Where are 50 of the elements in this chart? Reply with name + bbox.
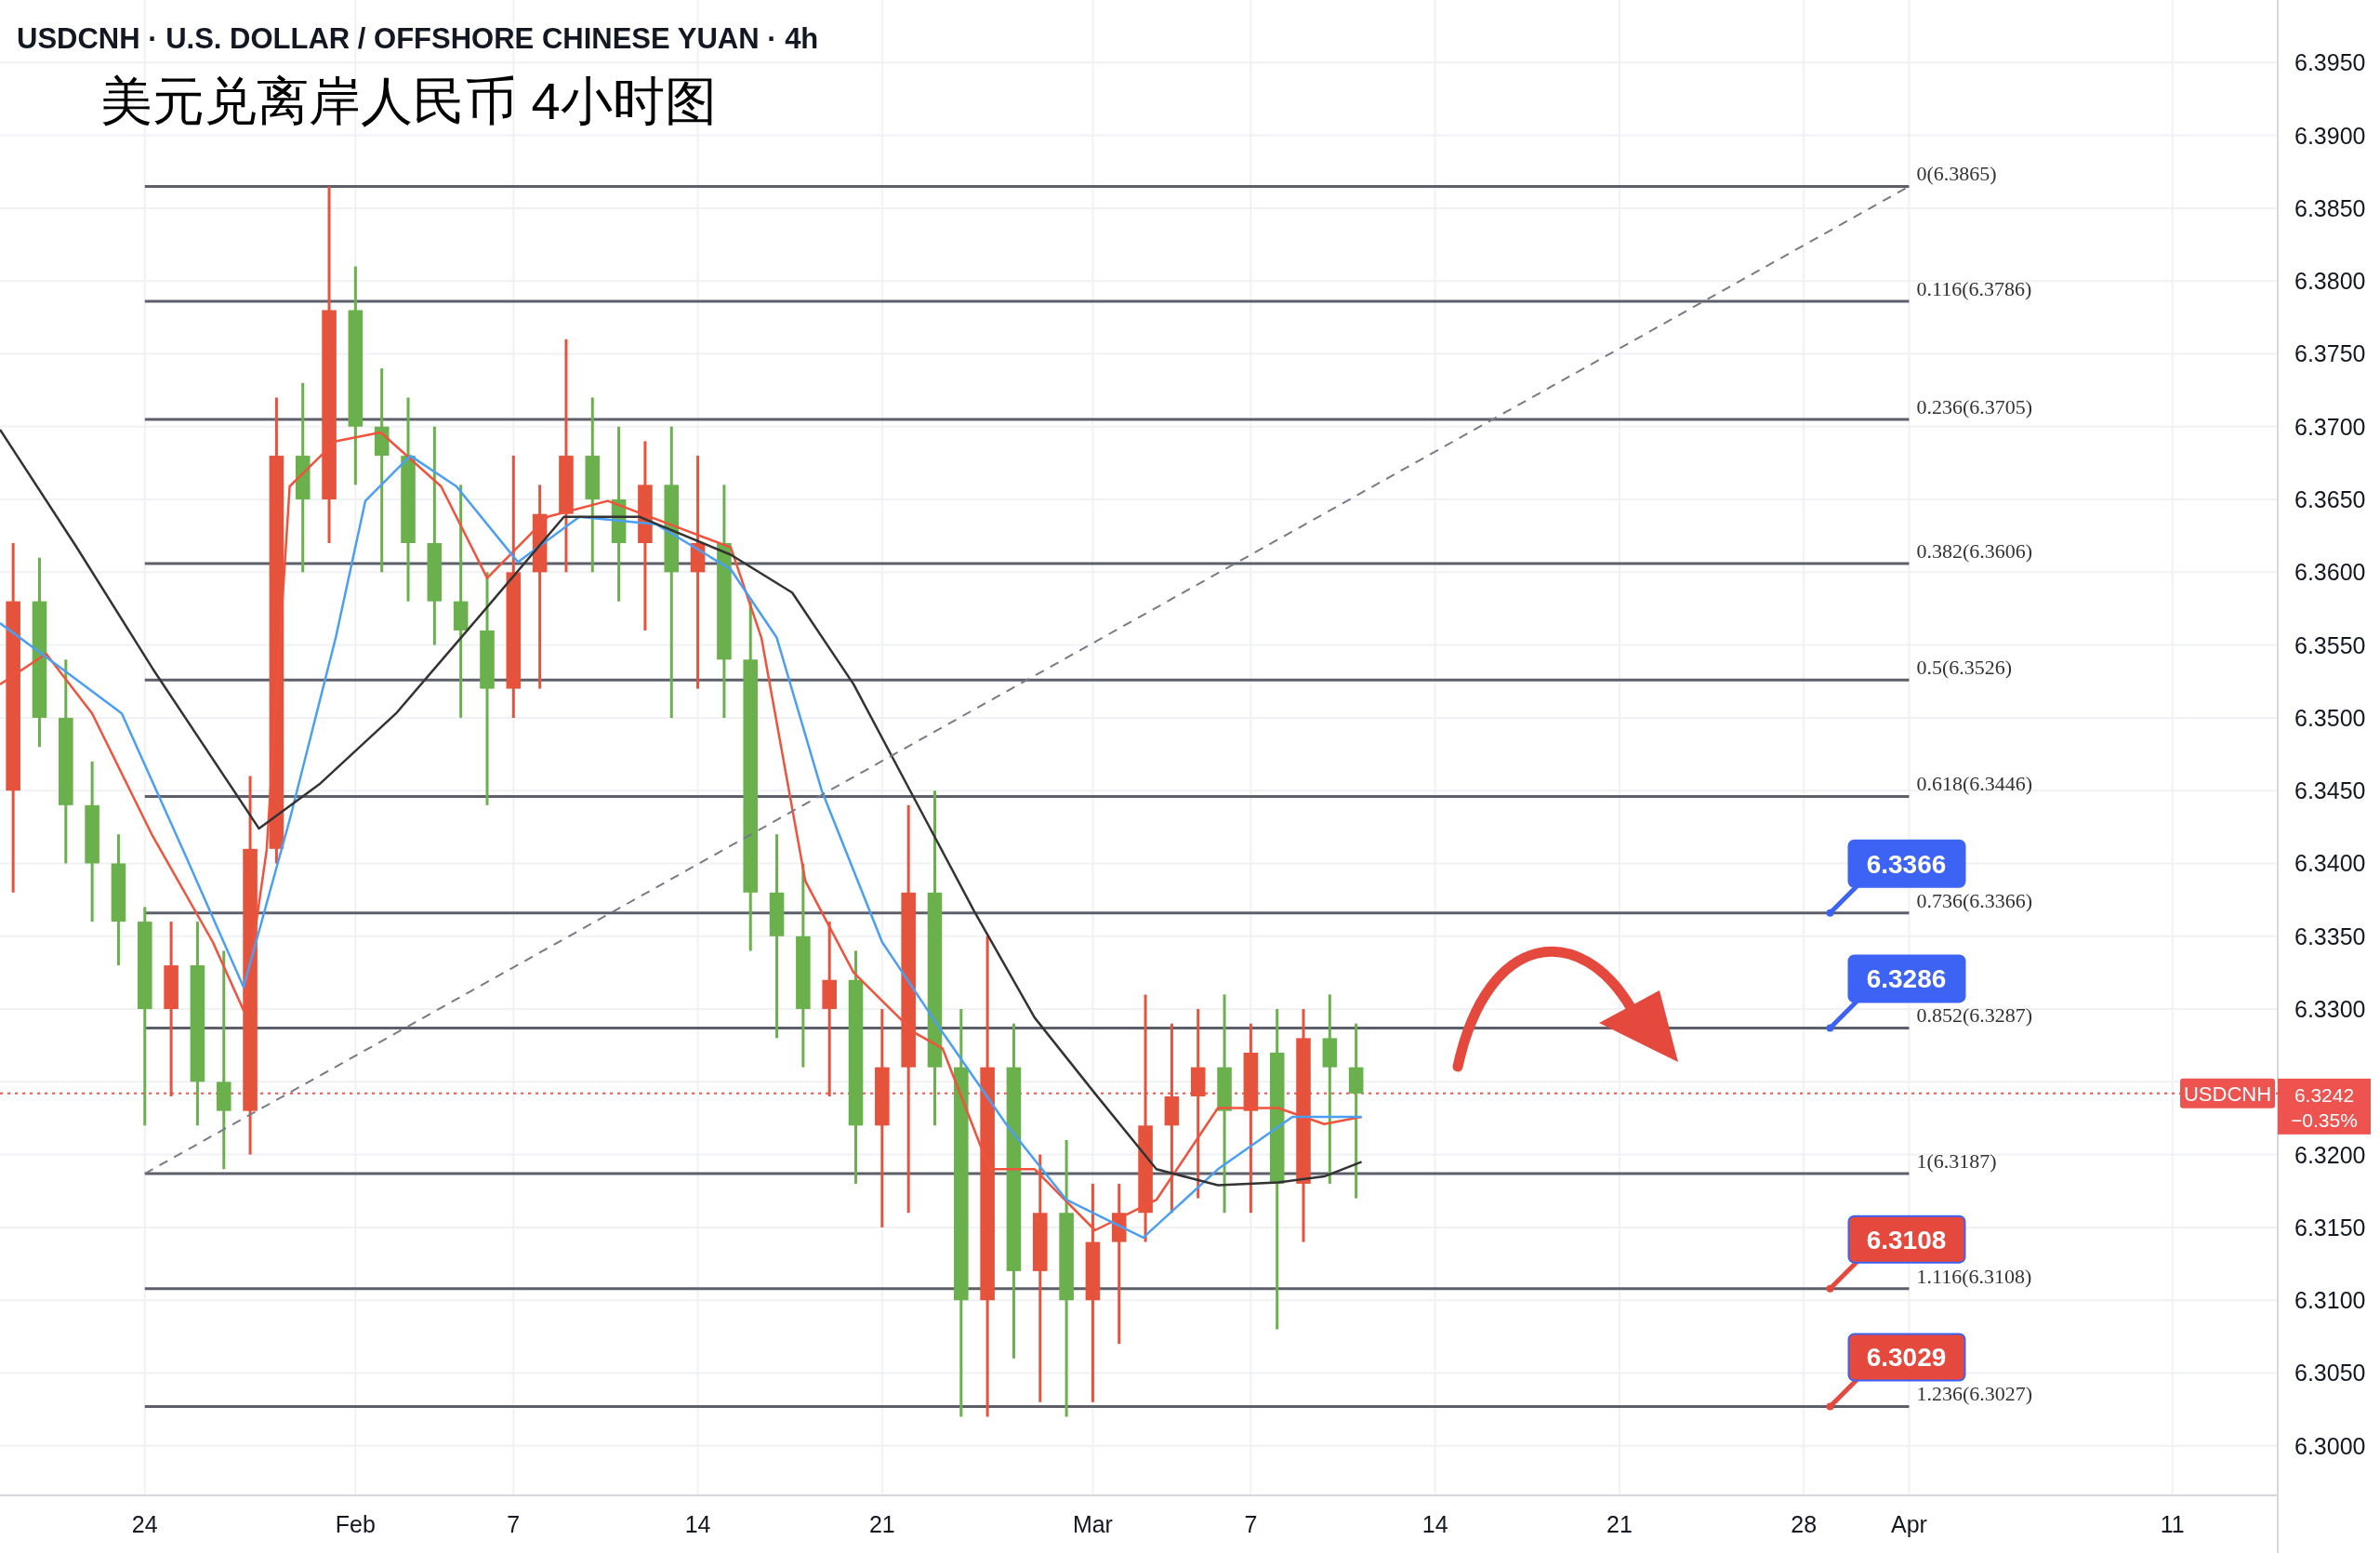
y-tick-label: 6.3850 (2294, 194, 2366, 221)
ref-line-label: 0.5(6.3526) (1916, 656, 2013, 680)
y-tick-label: 6.3900 (2294, 122, 2366, 149)
y-tick-label: 6.3950 (2294, 49, 2366, 76)
y-tick-label: 6.3800 (2294, 268, 2366, 295)
x-tick-label: 14 (684, 1511, 711, 1537)
x-tick-label: 21 (868, 1511, 895, 1537)
ref-line-label: 0.116(6.3786) (1916, 277, 2032, 301)
x-tick-label: Mar (1072, 1511, 1113, 1537)
y-tick-label: 6.3750 (2294, 340, 2366, 367)
x-tick-label: 7 (1244, 1511, 1258, 1537)
annotation: 6.3108 (1866, 1225, 1947, 1254)
y-tick-label: 6.3050 (2294, 1360, 2366, 1387)
ref-line-label: 0.618(6.3446) (1916, 772, 2033, 796)
ref-line-label: USDCNH (2183, 1082, 2272, 1106)
y-tick-label: 6.3000 (2294, 1432, 2366, 1459)
text: 美元兑离岸人民币 4小时图 (100, 72, 717, 130)
y-tick-label: 6.3550 (2294, 631, 2366, 658)
x-tick-label: 21 (1606, 1511, 1633, 1537)
x-tick-label: 7 (507, 1511, 521, 1537)
y-tick-label: 6.3200 (2294, 1141, 2366, 1168)
ref-line-label: 1(6.3187) (1916, 1148, 1997, 1173)
y-tick-label: 6.3300 (2294, 996, 2366, 1023)
x-tick-label: 28 (1791, 1511, 1818, 1537)
y-tick-label: 6.3150 (2294, 1214, 2366, 1241)
annotation: 6.3366 (1866, 849, 1947, 879)
ref-line-label: 1.236(6.3027) (1916, 1382, 2033, 1406)
y-tick-label: 6.3500 (2294, 704, 2366, 731)
ref-line-label: 0.382(6.3606) (1916, 538, 2033, 563)
text: USDCNH · U.S. DOLLAR / OFFSHORE CHINESE YUAN · 4h (17, 22, 819, 55)
annotation: 6.3029 (1866, 1343, 1947, 1373)
y-tick-label: 6.3350 (2294, 923, 2366, 949)
x-tick-label: 11 (2160, 1511, 2185, 1537)
y-tick-label: 6.3650 (2294, 486, 2366, 513)
y-tick-label: 6.3600 (2294, 559, 2366, 586)
ref-line-label: 0.736(6.3366) (1916, 888, 2033, 912)
x-tick-label: Apr (1891, 1511, 1927, 1537)
x-tick-label: 14 (1421, 1511, 1448, 1537)
ref-line-label: 0.236(6.3705) (1916, 394, 2033, 418)
y-tick-label: 6.3400 (2294, 850, 2366, 877)
y-tick-label: 6.3700 (2294, 413, 2366, 440)
y-tick-label: 6.3450 (2294, 777, 2366, 804)
ref-line-label: 0.852(6.3287) (1916, 1003, 2033, 1028)
price-tag: USDCNH 6.3242 −0.35% (2180, 1078, 2371, 1135)
x-tick-label: 24 (131, 1511, 158, 1537)
annotation: 6.3286 (1866, 964, 1947, 994)
y-tick-label: 6.3100 (2294, 1287, 2366, 1314)
ref-line-label: 0(6.3865) (1916, 162, 1997, 186)
ref-line-label: 1.116(6.3108) (1916, 1264, 2032, 1288)
x-tick-label: Feb (335, 1511, 376, 1537)
